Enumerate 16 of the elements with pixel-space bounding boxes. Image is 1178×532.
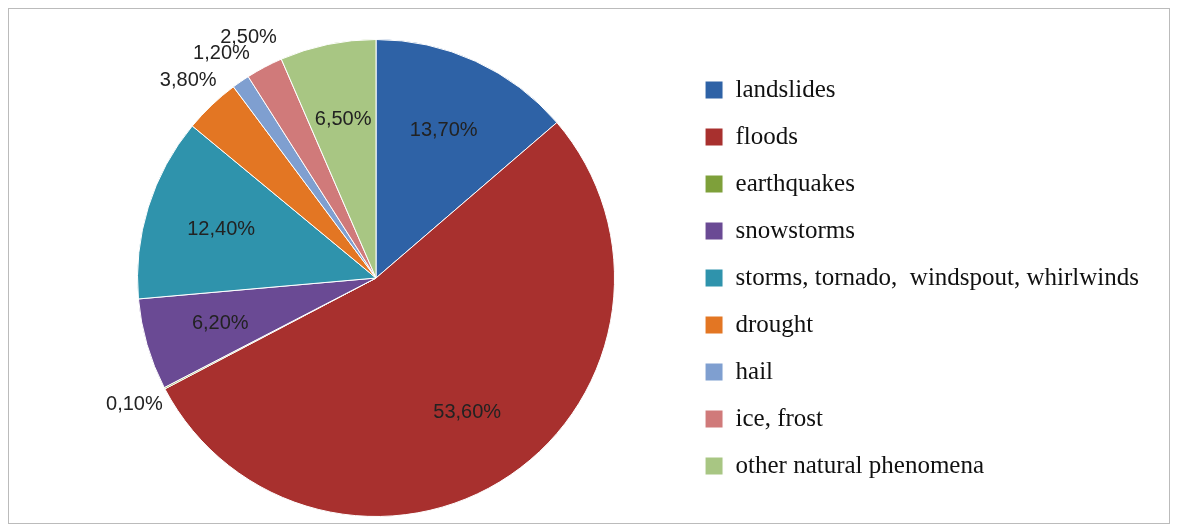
- data-label: 3,80%: [159, 68, 217, 91]
- legend-label: other natural phenomena: [735, 450, 985, 478]
- data-label: 6,20%: [191, 310, 249, 333]
- data-label: 13,70%: [409, 118, 478, 141]
- data-label: 53,60%: [433, 399, 502, 422]
- legend-label: hail: [735, 356, 774, 384]
- legend-label: storms, tornado, windspout, whirlwinds: [735, 262, 1139, 290]
- data-label: 12,40%: [187, 217, 256, 240]
- legend-label: landslides: [735, 74, 836, 102]
- data-label: 0,10%: [106, 391, 163, 414]
- data-label: 6,50%: [314, 106, 372, 129]
- legend-label: drought: [735, 309, 814, 337]
- legend-label: floods: [735, 121, 799, 149]
- legend-label: ice, frost: [735, 403, 824, 431]
- legend-label: earthquakes: [735, 168, 855, 196]
- legend-label: snowstorms: [735, 215, 855, 243]
